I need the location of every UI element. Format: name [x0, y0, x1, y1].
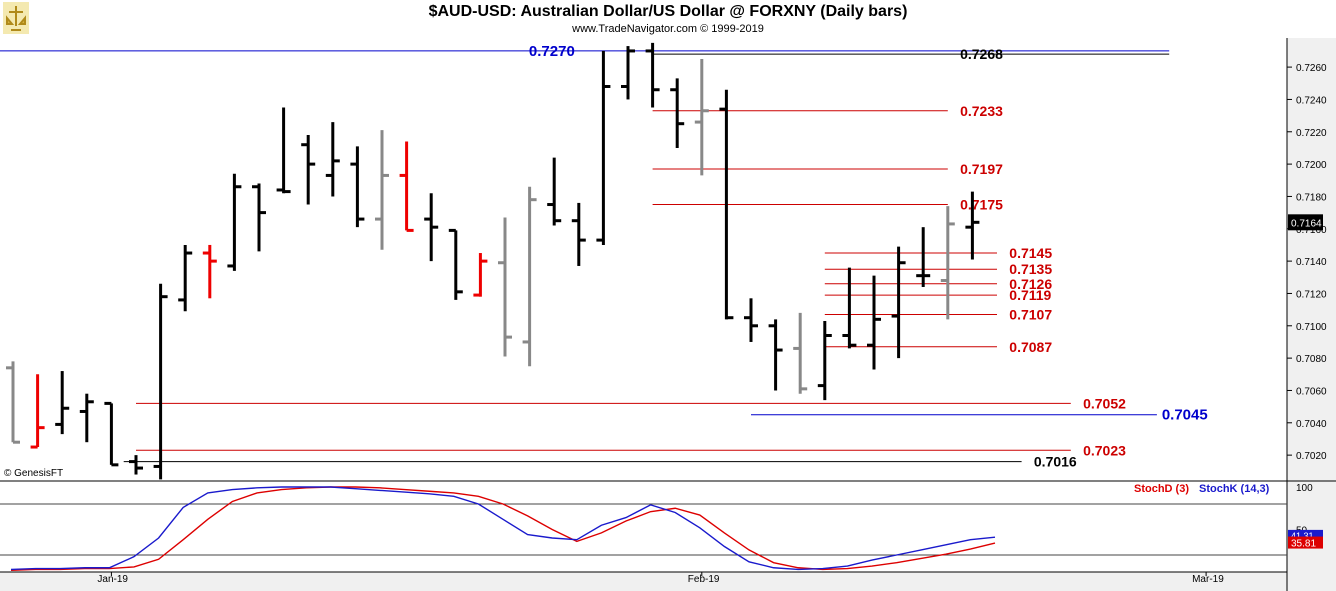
price-tick-label: 0.7180 [1296, 192, 1327, 203]
stochastic-panel: 10050 [0, 483, 1313, 571]
time-axis-label: Mar-19 [1192, 574, 1224, 585]
price-tick-label: 0.7100 [1296, 322, 1327, 333]
stoch-tick-label: 100 [1296, 483, 1313, 494]
ohlc-bar [867, 275, 881, 370]
level-label: 0.7107 [1009, 306, 1052, 322]
ohlc-bar [793, 312, 808, 394]
price-tick-label: 0.7020 [1296, 451, 1327, 462]
price-tick-label: 0.7200 [1296, 160, 1327, 171]
ohlc-bar [694, 59, 709, 176]
level-label: 0.7016 [1034, 454, 1077, 470]
ohlc-bar [301, 135, 316, 205]
ohlc-bar [842, 267, 857, 349]
level-label: 0.7175 [960, 197, 1003, 213]
genesis-logo-icon [3, 2, 29, 39]
stoch-d-badge [1288, 536, 1323, 549]
price-tick-label: 0.7240 [1296, 95, 1327, 106]
ohlc-bar [645, 42, 660, 108]
watermark: © GenesisFT [4, 468, 64, 479]
level-label: 0.7233 [960, 103, 1003, 119]
ohlc-bar [129, 455, 143, 475]
ohlc-bar [227, 173, 242, 271]
ohlc-bar [153, 283, 168, 480]
ohlc-bar [178, 244, 193, 312]
ohlc-bar [202, 244, 217, 299]
price-tick-label: 0.7080 [1296, 354, 1327, 365]
ohlc-bar [6, 361, 20, 444]
ohlc-bar [547, 157, 562, 226]
stoch-d-line [10, 486, 996, 571]
level-label: 0.7135 [1009, 261, 1052, 277]
ohlc-bar [325, 122, 340, 197]
ohlc-bar [571, 202, 586, 266]
ohlc-bar [498, 217, 512, 357]
ohlc-bar [424, 193, 439, 262]
ohlc-bar [916, 227, 931, 287]
ohlc-bar [670, 78, 685, 148]
ohlc-bar [473, 253, 488, 297]
ohlc-bar [79, 393, 94, 443]
time-axis-label: Feb-19 [687, 574, 720, 585]
ohlc-bar [104, 401, 119, 467]
price-tick-label: 0.7220 [1296, 128, 1327, 139]
level-label: 0.7126 [1009, 276, 1052, 292]
level-label: 0.7045 [1162, 407, 1208, 424]
level-label: 0.7270 [529, 43, 575, 60]
legend-stoch-d: StochD (3) [1134, 483, 1189, 495]
level-label: 0.7023 [1083, 442, 1126, 458]
ohlc-bar [522, 186, 537, 367]
ohlc-bar [55, 371, 70, 435]
ohlc-bar [965, 191, 980, 260]
price-tick-label: 0.7040 [1296, 419, 1327, 430]
time-axis-background [0, 572, 1287, 591]
level-label: 0.7268 [960, 46, 1003, 62]
stoch-k-badge [1288, 529, 1323, 541]
level-label: 0.7087 [1009, 339, 1052, 355]
level-label: 0.7145 [1009, 245, 1052, 261]
price-axis-ticks: 0.70200.70400.70600.70800.71000.71200.71… [110, 63, 1327, 576]
chart-title: $AUD-USD: Australian Dollar/US Dollar @ … [428, 3, 908, 20]
ohlc-bar [744, 298, 758, 342]
ohlc-bar [448, 228, 463, 300]
ohlc-bar [891, 246, 906, 359]
price-tick-label: 0.7140 [1296, 257, 1327, 268]
price-tick-label: 0.7120 [1296, 289, 1327, 300]
stoch-k-line [10, 486, 996, 571]
last-price-label: 0.7164 [1291, 218, 1322, 229]
price-tick-label: 0.7260 [1296, 63, 1327, 74]
price-tick-label: 0.7060 [1296, 386, 1327, 397]
ohlc-bar [276, 107, 291, 194]
price-axis-background [1287, 38, 1336, 591]
last-price-badge [1288, 214, 1323, 231]
level-label: 0.7052 [1083, 395, 1126, 411]
level-label: 0.7119 [1009, 287, 1051, 303]
ohlc-bar [399, 141, 414, 232]
ohlc-bar [375, 130, 389, 250]
ohlc-bar [621, 46, 635, 100]
ohlc-bar [596, 50, 611, 245]
ohlc-bar [817, 320, 832, 401]
ohlc-bar [719, 89, 734, 320]
time-axis-label: Jan-19 [97, 574, 128, 585]
level-label: 0.7197 [960, 161, 1003, 177]
support-resistance-levels: 0.7270 0.72680.72330.71970.71750.71450.71… [0, 43, 1208, 470]
ohlc-bar [940, 206, 955, 320]
stoch-d-value: 35.81 [1291, 539, 1316, 550]
chart-subtitle: www.TradeNavigator.com © 1999-2019 [572, 23, 764, 35]
ohlc-bar [350, 146, 365, 228]
ohlc-bar [768, 319, 783, 391]
ohlc-bar [30, 374, 45, 449]
stoch-k-value: 41.31 [1291, 531, 1314, 541]
ohlc-bars [6, 42, 980, 480]
legend-stoch-k: StochK (14,3) [1199, 483, 1270, 495]
ohlc-bar [252, 183, 266, 252]
